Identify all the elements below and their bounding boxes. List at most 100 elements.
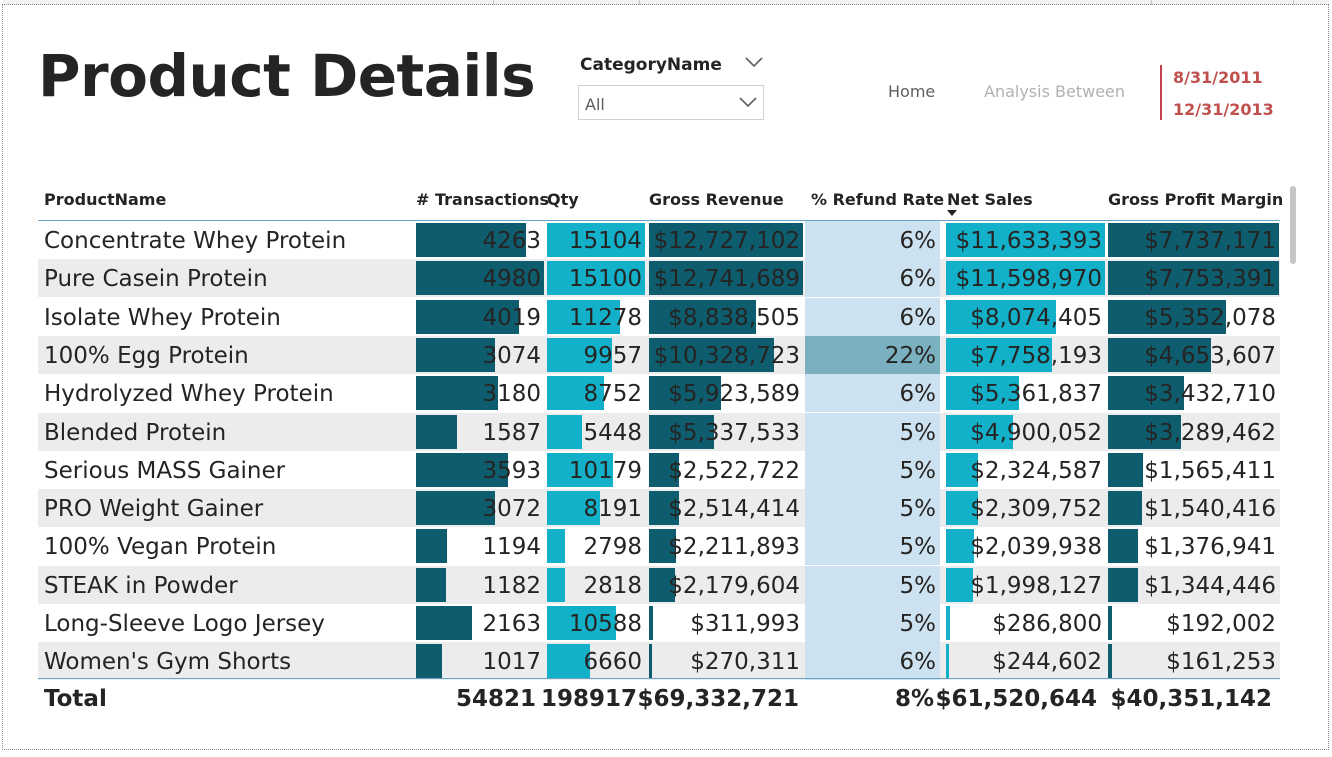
cell-value: 5448 xyxy=(583,419,642,446)
cell-value: $7,753,391 xyxy=(1144,266,1276,293)
cell-value: $1,344,446 xyxy=(1144,572,1276,599)
cell-gross-revenue: $2,514,414 xyxy=(648,489,804,527)
cell-qty: 10588 xyxy=(546,604,646,642)
data-bar xyxy=(547,491,601,526)
data-bar xyxy=(547,414,583,449)
table-row[interactable]: Blended Protein 1587 5448 $5,337,533 5% $4,90… xyxy=(38,412,1280,451)
cell-qty: 15100 xyxy=(546,259,646,297)
total-gross-revenue: $69,332,721 xyxy=(637,686,799,712)
cell-qty: 8191 xyxy=(546,489,646,527)
cell-value: 1587 xyxy=(482,419,541,446)
table-row[interactable]: Long-Sleeve Logo Jersey 2163 10588 $311,993… xyxy=(38,604,1280,642)
table-row[interactable]: STEAK in Powder 1182 2818 $2,179,604 5% $1,99… xyxy=(38,565,1280,604)
data-bar xyxy=(649,644,653,679)
table-row[interactable]: Pure Casein Protein 4980 15100 $12,741,689 6… xyxy=(38,259,1280,298)
cell-refund-rate: 6% xyxy=(805,297,940,336)
cell-value: 10179 xyxy=(568,457,642,484)
cell-value: $5,337,533 xyxy=(668,419,800,446)
cell-value: 2163 xyxy=(482,611,541,637)
sort-descending-icon[interactable] xyxy=(947,210,957,216)
column-header-gross-profit-margin[interactable]: Gross Profit Margin xyxy=(1108,190,1284,209)
product-name: PRO Weight Gainer xyxy=(44,496,264,523)
table-row[interactable]: Isolate Whey Protein 4019 11278 $8,838,505 6… xyxy=(38,297,1280,336)
category-slicer[interactable]: CategoryName All xyxy=(578,52,766,120)
cell-value: 5% xyxy=(899,534,937,561)
cell-value: $12,741,689 xyxy=(653,266,800,293)
cell-value: $7,758,193 xyxy=(970,342,1102,369)
table-row[interactable]: PRO Weight Gainer 3072 8191 $2,514,414 5% $2,… xyxy=(38,489,1280,528)
total-gross-profit-margin: $40,351,142 xyxy=(1110,686,1272,712)
column-header-refund-rate[interactable]: % Refund Rate xyxy=(811,190,945,209)
data-bar xyxy=(946,644,950,679)
product-name: Long-Sleeve Logo Jersey xyxy=(44,611,325,637)
cell-value: 5% xyxy=(899,419,937,446)
cell-value: $3,432,710 xyxy=(1144,381,1276,408)
home-button[interactable]: Home xyxy=(888,82,936,101)
data-bar xyxy=(547,299,621,334)
cell-gpm: $4,653,607 xyxy=(1107,336,1280,374)
column-header-productname[interactable]: ProductName xyxy=(44,190,167,209)
cell-refund-rate: 5% xyxy=(805,450,940,489)
slicer-dropdown[interactable]: All xyxy=(578,85,764,120)
refund-background xyxy=(805,642,940,681)
cell-value: 2798 xyxy=(583,534,642,561)
table-row[interactable]: 100% Vegan Protein 1194 2798 $2,211,893 5% $2… xyxy=(38,527,1280,566)
table-row[interactable]: 100% Egg Protein 3074 9957 $10,328,723 22% $7… xyxy=(38,335,1280,374)
column-header-transactions[interactable]: # Transactions xyxy=(416,190,550,209)
cell-gross-revenue: $270,311 xyxy=(648,642,804,680)
cell-value: 4019 xyxy=(482,304,541,331)
cell-qty: 2818 xyxy=(546,566,646,604)
cell-value: $10,328,723 xyxy=(653,342,800,369)
data-bar xyxy=(416,644,443,679)
data-bar xyxy=(416,491,495,526)
total-net-sales: $61,520,644 xyxy=(935,686,1097,712)
data-bar xyxy=(416,567,447,602)
cell-gpm: $5,352,078 xyxy=(1107,298,1280,336)
cell-value: $2,514,414 xyxy=(668,496,800,523)
data-bar xyxy=(416,337,495,372)
refund-background xyxy=(805,489,940,528)
data-bar xyxy=(547,644,591,679)
data-bar xyxy=(946,567,974,602)
cell-gross-revenue: $10,328,723 xyxy=(648,336,804,374)
slicer-header: CategoryName xyxy=(578,52,766,80)
cell-transactions: 4263 xyxy=(415,221,545,259)
cell-value: 1182 xyxy=(482,572,541,599)
column-header-gross-revenue[interactable]: Gross Revenue xyxy=(649,190,784,209)
product-name: Isolate Whey Protein xyxy=(44,304,281,331)
data-bar xyxy=(946,414,1013,449)
column-header-qty[interactable]: Qty xyxy=(547,190,579,209)
cell-gross-revenue: $12,727,102 xyxy=(648,221,804,259)
data-bar xyxy=(946,452,978,487)
cell-qty: 8752 xyxy=(546,374,646,412)
data-bar xyxy=(649,452,680,487)
chevron-down-icon[interactable] xyxy=(744,54,764,73)
data-bar xyxy=(649,261,803,296)
cell-transactions: 1182 xyxy=(415,566,545,604)
cell-qty: 6660 xyxy=(546,642,646,680)
column-header-net-sales[interactable]: Net Sales xyxy=(947,190,1033,209)
table-row[interactable]: Hydrolyzed Whey Protein 3180 8752 $5,923,58… xyxy=(38,374,1280,413)
table-row[interactable]: Women's Gym Shorts 1017 6660 $270,311 6% $244… xyxy=(38,642,1280,681)
refund-background xyxy=(805,374,940,413)
analysis-between-button[interactable]: Analysis Between xyxy=(984,82,1126,101)
cell-value: 3180 xyxy=(482,381,541,408)
cell-transactions: 3593 xyxy=(415,451,545,489)
data-bar xyxy=(649,376,721,411)
table-scrollbar[interactable] xyxy=(1290,186,1296,264)
cell-gpm: $3,289,462 xyxy=(1107,413,1280,451)
cell-gross-revenue: $2,211,893 xyxy=(648,527,804,565)
cell-value: 1017 xyxy=(482,649,541,676)
table-row[interactable]: Concentrate Whey Protein 4263 15104 $12,727… xyxy=(38,221,1280,259)
data-bar xyxy=(416,529,447,564)
cell-value: $2,039,938 xyxy=(970,534,1102,561)
data-bar xyxy=(649,491,680,526)
total-refund-rate: 8% xyxy=(894,686,934,712)
data-bar xyxy=(547,376,604,411)
product-name: 100% Egg Protein xyxy=(44,342,249,369)
cell-value: $5,352,078 xyxy=(1144,304,1276,331)
table-row[interactable]: Serious MASS Gainer 3593 10179 $2,522,722 5%… xyxy=(38,450,1280,489)
cell-transactions: 1194 xyxy=(415,527,545,565)
cell-value: 5% xyxy=(899,611,937,637)
data-bar xyxy=(547,529,566,564)
